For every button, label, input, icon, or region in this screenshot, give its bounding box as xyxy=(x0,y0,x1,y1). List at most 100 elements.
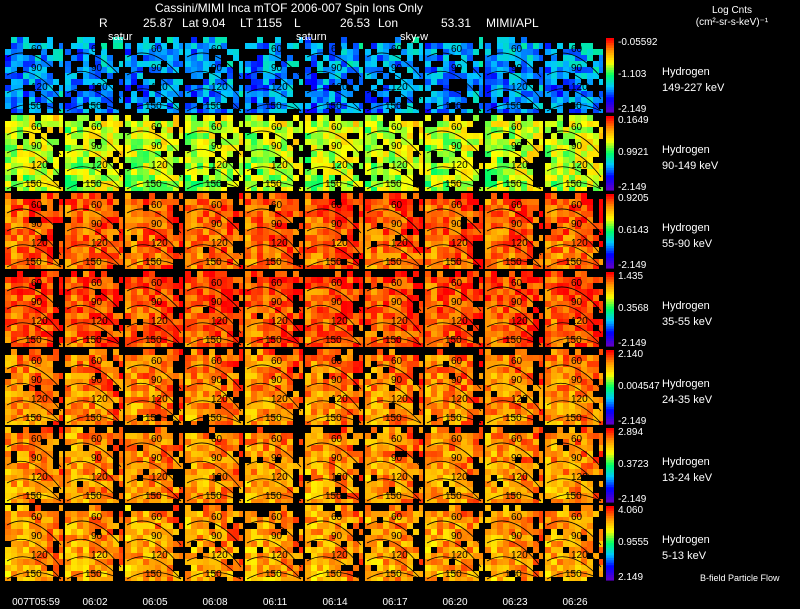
heatmap-cell xyxy=(401,79,407,85)
heatmap-cell xyxy=(383,247,389,253)
heatmap-cell xyxy=(287,163,293,169)
heatmap-cell xyxy=(479,115,483,121)
heatmap-cell xyxy=(317,193,323,199)
heatmap-cell xyxy=(47,193,53,199)
heatmap-cell xyxy=(251,217,257,223)
heatmap-cell xyxy=(227,49,233,55)
heatmap-cell xyxy=(533,187,539,191)
heatmap-cell xyxy=(47,271,53,277)
heatmap-cell xyxy=(395,109,401,113)
heatmap-cell xyxy=(401,163,407,169)
heatmap-cell xyxy=(185,193,191,199)
heatmap-cell xyxy=(293,301,299,307)
heatmap-cell xyxy=(341,169,347,175)
heatmap-cell xyxy=(257,127,263,133)
heatmap-cell xyxy=(215,163,221,169)
heatmap-cell xyxy=(179,313,183,319)
heatmap-cell xyxy=(95,151,101,157)
heatmap-cell xyxy=(113,55,119,61)
heatmap-cell xyxy=(53,277,59,283)
heatmap-cell xyxy=(455,49,461,55)
contour-label: 150 xyxy=(445,101,462,112)
heatmap-cell xyxy=(515,181,521,187)
heatmap-cell xyxy=(533,247,539,253)
heatmap-cell xyxy=(287,55,293,61)
heatmap-cell xyxy=(425,109,431,113)
heatmap-cell xyxy=(263,157,269,163)
heatmap-cell xyxy=(557,91,563,97)
heatmap-cell xyxy=(167,157,173,163)
contour-label: 120 xyxy=(31,160,48,171)
contour-line xyxy=(186,244,242,268)
heatmap-cell xyxy=(485,181,491,187)
heatmap-cell xyxy=(593,235,599,241)
heatmap-cell xyxy=(509,145,515,151)
heatmap-cell xyxy=(47,43,53,49)
heatmap-cell xyxy=(137,325,143,331)
heatmap-cell xyxy=(359,67,363,73)
heatmap-cell xyxy=(389,133,395,139)
heatmap-cell xyxy=(527,211,533,217)
heatmap-cell xyxy=(107,115,113,121)
heatmap-cell xyxy=(545,181,551,187)
heatmap-cell xyxy=(41,265,47,269)
heatmap-cell xyxy=(95,169,101,175)
heatmap-cell xyxy=(293,241,299,247)
heatmap-cell xyxy=(299,283,303,289)
heatmap-cell xyxy=(395,157,401,163)
heatmap-cell xyxy=(53,85,59,91)
heatmap-cell xyxy=(29,253,35,259)
heatmap-cell xyxy=(413,253,419,259)
contour-line xyxy=(246,181,302,190)
heatmap-cell xyxy=(41,67,47,73)
heatmap-cell xyxy=(269,163,275,169)
contour-line xyxy=(186,208,242,234)
heatmap-cell xyxy=(419,97,423,103)
heatmap-cell xyxy=(383,181,389,187)
heatmap-cell xyxy=(179,157,183,163)
heatmap-cell xyxy=(59,259,63,265)
heatmap-cell xyxy=(5,145,11,151)
heatmap-cell xyxy=(335,79,341,85)
heatmap-cell xyxy=(539,37,543,43)
heatmap-cell xyxy=(167,73,173,79)
contour-label: 150 xyxy=(265,257,282,268)
heatmap-cell xyxy=(143,115,149,121)
heatmap-cell xyxy=(23,199,29,205)
heatmap-cell xyxy=(125,301,131,307)
heatmap-cell xyxy=(119,331,123,337)
heatmap-cell xyxy=(473,187,479,191)
heatmap-cell xyxy=(41,79,47,85)
heatmap-cell xyxy=(17,55,23,61)
heatmap-cell xyxy=(563,109,569,113)
heatmap-cell xyxy=(293,73,299,79)
heatmap-cell xyxy=(65,103,71,109)
heatmap-cell xyxy=(53,61,59,67)
heatmap-cell xyxy=(131,121,137,127)
heatmap-cell xyxy=(533,49,539,55)
heatmap-cell xyxy=(89,151,95,157)
heatmap-cell xyxy=(35,79,41,85)
heatmap-cell xyxy=(107,181,113,187)
heatmap-cell xyxy=(5,55,11,61)
heatmap-cell xyxy=(485,169,491,175)
heatmap-cell xyxy=(167,259,173,265)
heatmap-cell xyxy=(419,223,423,229)
heatmap-cell xyxy=(245,331,251,337)
heatmap-cell xyxy=(281,127,287,133)
heatmap-cell xyxy=(119,121,123,127)
contour-line xyxy=(126,70,182,100)
heatmap-cell xyxy=(269,49,275,55)
heatmap-cell xyxy=(167,133,173,139)
heatmap-cell xyxy=(89,49,95,55)
heatmap-cell xyxy=(287,37,293,43)
heatmap-cell xyxy=(329,271,335,277)
colorbar-segment xyxy=(606,185,614,189)
heatmap-cell xyxy=(233,187,239,191)
heatmap-cell xyxy=(161,145,167,151)
heatmap-cell xyxy=(29,157,35,163)
heatmap-cell xyxy=(203,145,209,151)
